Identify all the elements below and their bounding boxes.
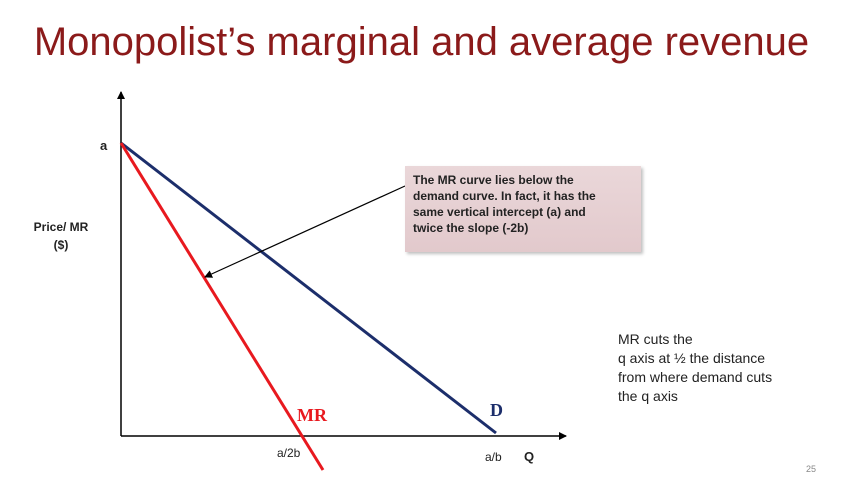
y-axis-label: Price/ MR ($)	[22, 218, 100, 254]
note-line: from where demand cuts	[618, 369, 773, 385]
x-axis-label: Q	[524, 449, 534, 464]
y-axis-label-line: ($)	[53, 238, 69, 252]
y-axis-label-line: Price/ MR	[33, 220, 89, 234]
callout-line: twice the slope (-2b)	[413, 221, 529, 235]
callout-line: same vertical intercept (a) and	[413, 205, 586, 219]
mr-intercept-label: a/2b	[277, 446, 301, 460]
page-number: 25	[806, 464, 817, 474]
callout-arrow	[204, 185, 406, 278]
note-line: the q axis	[618, 388, 678, 404]
slide-title: Monopolist’s marginal and average revenu…	[33, 20, 810, 64]
note-line: q axis at ½ the distance	[618, 350, 766, 366]
mr-curve	[119, 142, 325, 471]
side-note: MR cuts the q axis at ½ the distance fro…	[618, 330, 828, 406]
d-curve-label: D	[490, 400, 503, 420]
y-intercept-label: a	[100, 138, 108, 153]
callout-line: demand curve. In fact, it has the	[413, 189, 596, 203]
callout-box: The MR curve lies below the demand curve…	[405, 166, 641, 252]
d-intercept-label: a/b	[485, 450, 502, 464]
demand-curve	[120, 141, 497, 435]
mr-curve-label: MR	[297, 405, 328, 425]
callout-line: The MR curve lies below the	[413, 173, 574, 187]
note-line: MR cuts the	[618, 331, 693, 347]
